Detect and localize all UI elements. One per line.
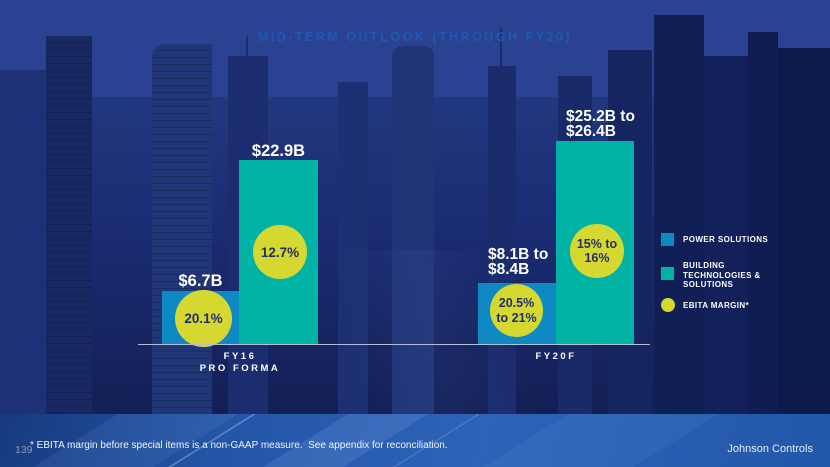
- brand-name: Johnson Controls: [727, 443, 813, 455]
- ebita-margin-line: 20.5%: [498, 296, 535, 310]
- legend-swatch-building-technologies: [661, 267, 674, 280]
- ebita-margin-value: 20.5% to 21%: [496, 296, 536, 325]
- legend-marker-ebita-margin: [661, 298, 675, 312]
- skyline-building: [488, 66, 516, 414]
- axis-label-fy20f: FY20F: [535, 351, 577, 362]
- page-title: MID-TERM OUTLOOK (THROUGH FY20): [257, 30, 573, 44]
- road-band: [0, 414, 830, 467]
- legend-label-power-solutions: POWER SOLUTIONS: [683, 235, 769, 244]
- ebita-margin-circle-fy20f-power: 20.5% to 21%: [490, 284, 543, 337]
- ebita-margin-circle-fy16-power: 20.1%: [175, 290, 232, 347]
- skyline-building: [338, 82, 368, 414]
- value-label-line: $8.4B: [488, 261, 530, 278]
- skyline-building: [748, 32, 778, 414]
- city-skyline: [0, 15, 830, 414]
- value-label-fy16-bts: $22.9B: [251, 142, 306, 160]
- value-label-fy20f-bts: $25.2B to $26.4B: [566, 108, 635, 140]
- legend-label-line: SOLUTIONS: [683, 280, 734, 289]
- legend-label-building-technologies: BUILDING TECHNOLOGIES & SOLUTIONS: [683, 261, 761, 290]
- axis-label-fy16: FY16 PRO FORMA: [162, 351, 318, 374]
- legend-label-line: TECHNOLOGIES &: [683, 270, 761, 280]
- footnote: * EBITA margin before special items is a…: [30, 440, 448, 451]
- skyline-antenna: [500, 28, 502, 414]
- legend-swatch-power-solutions: [661, 233, 674, 246]
- skyline-building: [392, 46, 434, 414]
- ebita-margin-line: to 21%: [496, 310, 537, 325]
- legend-label-line: BUILDING: [683, 261, 725, 270]
- value-label-fy16-power: $6.7B: [178, 272, 223, 290]
- value-label-line: $8.1B to: [488, 246, 549, 263]
- value-label-line: $25.2B to: [566, 108, 635, 125]
- skyline-building: [654, 15, 704, 414]
- ebita-margin-value: 12.7%: [260, 244, 300, 260]
- ebita-margin-line: 15% to: [576, 236, 618, 251]
- skyline-building: [46, 36, 92, 414]
- ebita-margin-circle-fy16-bts: 12.7%: [253, 225, 307, 279]
- value-label-fy20f-power: $8.1B to $8.4B: [488, 246, 549, 278]
- x-axis-line: [138, 344, 650, 345]
- page-number: 139: [15, 444, 33, 456]
- background-light-glow: [0, 250, 830, 414]
- skyline-building: [704, 56, 748, 414]
- skyline-building: [778, 48, 830, 414]
- ebita-margin-value: 20.1%: [184, 311, 223, 326]
- axis-label-line: FY16: [223, 351, 257, 362]
- axis-label-line: PRO FORMA: [199, 362, 281, 374]
- value-label-line: $26.4B: [566, 123, 616, 140]
- ebita-margin-value: 15% to 16%: [577, 237, 617, 266]
- skyline-building: [152, 44, 212, 414]
- ebita-margin-line: 16%: [584, 251, 610, 265]
- ebita-margin-circle-fy20f-bts: 15% to 16%: [570, 224, 624, 278]
- legend-label-ebita-margin: EBITA MARGIN*: [683, 301, 750, 310]
- skyline-building: [0, 70, 46, 414]
- light-trail: [455, 414, 735, 467]
